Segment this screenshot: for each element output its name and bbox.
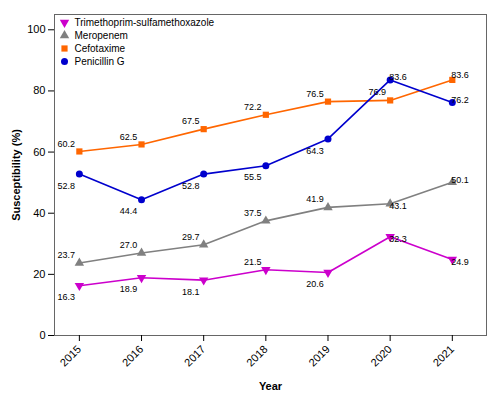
- svg-text:27.0: 27.0: [120, 240, 138, 250]
- svg-text:2015: 2015: [57, 343, 83, 369]
- svg-text:60.2: 60.2: [58, 139, 76, 149]
- svg-text:72.2: 72.2: [244, 102, 262, 112]
- svg-text:16.3: 16.3: [58, 292, 76, 302]
- svg-text:Trimethoprim-sulfamethoxazole: Trimethoprim-sulfamethoxazole: [75, 17, 215, 28]
- svg-text:0: 0: [39, 329, 45, 341]
- svg-text:50.1: 50.1: [451, 175, 469, 185]
- svg-text:Susceptibility (%): Susceptibility (%): [10, 129, 22, 221]
- svg-text:83.6: 83.6: [389, 72, 407, 82]
- svg-text:Cefotaxime: Cefotaxime: [75, 43, 126, 54]
- svg-text:2017: 2017: [182, 343, 208, 369]
- svg-text:41.9: 41.9: [306, 194, 324, 204]
- svg-text:76.9: 76.9: [368, 87, 386, 97]
- svg-text:2020: 2020: [368, 343, 394, 369]
- svg-text:60: 60: [33, 146, 45, 158]
- svg-text:55.5: 55.5: [244, 172, 262, 182]
- svg-text:62.5: 62.5: [120, 132, 138, 142]
- svg-text:64.3: 64.3: [306, 146, 324, 156]
- svg-text:2018: 2018: [244, 343, 270, 369]
- svg-text:80: 80: [33, 84, 45, 96]
- svg-text:Year: Year: [259, 380, 283, 392]
- svg-text:23.7: 23.7: [58, 250, 76, 260]
- svg-text:24.9: 24.9: [451, 257, 469, 267]
- svg-text:52.8: 52.8: [58, 181, 76, 191]
- svg-text:37.5: 37.5: [244, 208, 262, 218]
- svg-text:76.2: 76.2: [451, 95, 469, 105]
- svg-text:43.1: 43.1: [389, 201, 407, 211]
- svg-text:67.5: 67.5: [182, 116, 200, 126]
- svg-text:18.9: 18.9: [120, 284, 138, 294]
- svg-text:20.6: 20.6: [306, 279, 324, 289]
- svg-text:18.1: 18.1: [182, 287, 200, 297]
- svg-text:32.3: 32.3: [389, 234, 407, 244]
- svg-text:83.6: 83.6: [451, 70, 469, 80]
- svg-text:40: 40: [33, 207, 45, 219]
- svg-text:Meropenem: Meropenem: [75, 30, 128, 41]
- svg-text:76.5: 76.5: [306, 89, 324, 99]
- svg-text:2016: 2016: [120, 343, 146, 369]
- svg-text:21.5: 21.5: [244, 257, 262, 267]
- svg-text:52.8: 52.8: [182, 181, 200, 191]
- svg-text:20: 20: [33, 268, 45, 280]
- svg-text:2019: 2019: [306, 343, 332, 369]
- svg-text:29.7: 29.7: [182, 232, 200, 242]
- svg-text:2021: 2021: [430, 343, 456, 369]
- svg-text:Penicillin G: Penicillin G: [75, 56, 125, 67]
- svg-text:100: 100: [27, 23, 45, 35]
- svg-text:44.4: 44.4: [120, 206, 138, 216]
